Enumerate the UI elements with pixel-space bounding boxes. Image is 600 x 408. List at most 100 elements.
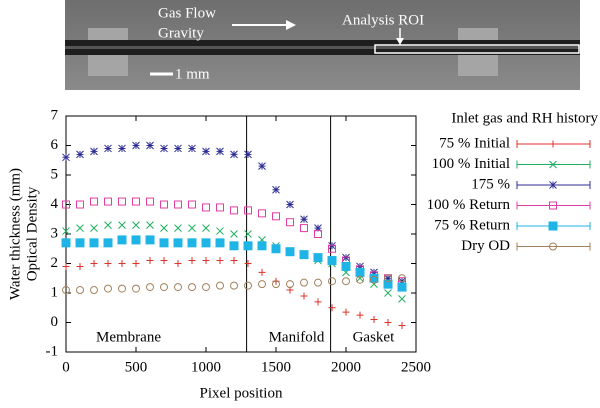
marker-star <box>314 224 322 232</box>
x-axis-label: Pixel position <box>200 385 283 401</box>
marker-filled-square <box>201 238 211 248</box>
marker-square <box>300 224 308 233</box>
marker-circle <box>356 275 364 284</box>
marker-square <box>132 197 140 206</box>
marker-square <box>549 201 557 210</box>
marker-square <box>104 197 112 206</box>
marker-circle <box>104 284 112 293</box>
roi-arrow-head <box>396 38 404 45</box>
series <box>62 141 406 286</box>
marker-plus <box>76 262 84 270</box>
marker-plus <box>216 257 224 265</box>
marker-plus <box>314 298 322 306</box>
marker-star <box>230 150 238 159</box>
marker-star <box>62 153 70 162</box>
marker-filled-square <box>187 238 197 248</box>
marker-filled-square <box>369 273 379 283</box>
marker-star <box>549 181 557 189</box>
marker-plus <box>328 304 336 312</box>
marker-star <box>202 147 210 156</box>
marker-circle <box>272 280 280 289</box>
marker-circle <box>230 281 238 290</box>
marker-circle <box>384 274 392 283</box>
series <box>61 235 407 292</box>
legend-title: Inlet gas and RH history <box>451 110 598 126</box>
marker-filled-square <box>285 247 295 257</box>
roi-box <box>374 44 580 54</box>
marker-cross <box>132 221 140 230</box>
marker-plus <box>104 260 112 267</box>
y-tick-label: 0 <box>51 314 59 330</box>
marker-circle <box>62 286 70 295</box>
marker-filled-square <box>271 244 281 254</box>
marker-plus <box>300 292 308 300</box>
y-tick-label: -1 <box>46 343 59 359</box>
marker-circle <box>549 242 557 251</box>
marker-star <box>174 144 182 153</box>
marker-circle <box>300 278 308 287</box>
legend-label: 100 % Initial <box>432 156 510 172</box>
marker-square <box>76 200 84 209</box>
marker-star <box>356 262 364 271</box>
marker-filled-square <box>215 238 225 248</box>
marker-plus <box>118 260 126 267</box>
marker-plus <box>202 257 210 265</box>
marker-filled-square <box>117 235 127 245</box>
region-label: Gasket <box>353 329 395 345</box>
marker-cross <box>104 221 112 230</box>
y-tick-label: 7 <box>51 107 59 123</box>
marker-star <box>118 144 126 153</box>
marker-plus <box>549 140 557 148</box>
y-tick-label: 3 <box>51 225 59 241</box>
marker-cross <box>62 227 70 235</box>
series <box>62 257 406 329</box>
marker-cross <box>244 230 252 238</box>
marker-plus <box>146 257 154 265</box>
marker-plus <box>384 319 392 326</box>
marker-circle <box>118 284 126 293</box>
marker-filled-square <box>159 238 169 248</box>
marker-filled-square <box>341 261 351 271</box>
region-label: Membrane <box>96 329 161 345</box>
marker-cross <box>90 224 98 232</box>
y-tick-label: 2 <box>51 255 59 271</box>
marker-star <box>76 150 84 159</box>
marker-filled-square <box>397 282 407 292</box>
marker-star <box>286 200 294 209</box>
flow-label: Gas Flow <box>158 5 216 21</box>
marker-square <box>216 203 224 212</box>
flow-arrow-head <box>286 20 296 30</box>
marker-circle <box>398 274 406 283</box>
y-tick-label: 5 <box>51 166 59 182</box>
marker-square <box>314 230 322 238</box>
x-tick-label: 1000 <box>191 359 221 375</box>
radiograph: Gas Flow Gravity Analysis ROI 1 mm <box>65 0 580 90</box>
region-label: Manifold <box>269 329 325 345</box>
scale-label: 1 mm <box>175 66 210 82</box>
marker-square <box>328 244 336 253</box>
marker-filled-square <box>548 221 558 231</box>
marker-square <box>118 197 126 206</box>
marker-star <box>384 274 392 283</box>
marker-circle <box>216 281 224 290</box>
marker-circle <box>76 286 84 295</box>
marker-cross <box>146 221 154 230</box>
marker-filled-square <box>383 279 393 289</box>
marker-circle <box>146 283 154 292</box>
marker-square <box>258 209 266 218</box>
marker-plus <box>342 308 350 316</box>
legend-label: 75 % Return <box>434 217 510 233</box>
y-tick-label: 6 <box>51 137 59 153</box>
marker-plus <box>132 260 140 267</box>
marker-plus <box>258 268 266 276</box>
marker-star <box>104 144 112 153</box>
marker-filled-square <box>145 235 155 245</box>
marker-filled-square <box>229 241 239 251</box>
y-axis-label: Optical Density <box>24 186 40 281</box>
marker-square <box>146 197 154 206</box>
marker-cross <box>216 227 224 235</box>
marker-circle <box>286 280 294 289</box>
marker-star <box>188 144 196 153</box>
marker-star <box>160 144 168 153</box>
